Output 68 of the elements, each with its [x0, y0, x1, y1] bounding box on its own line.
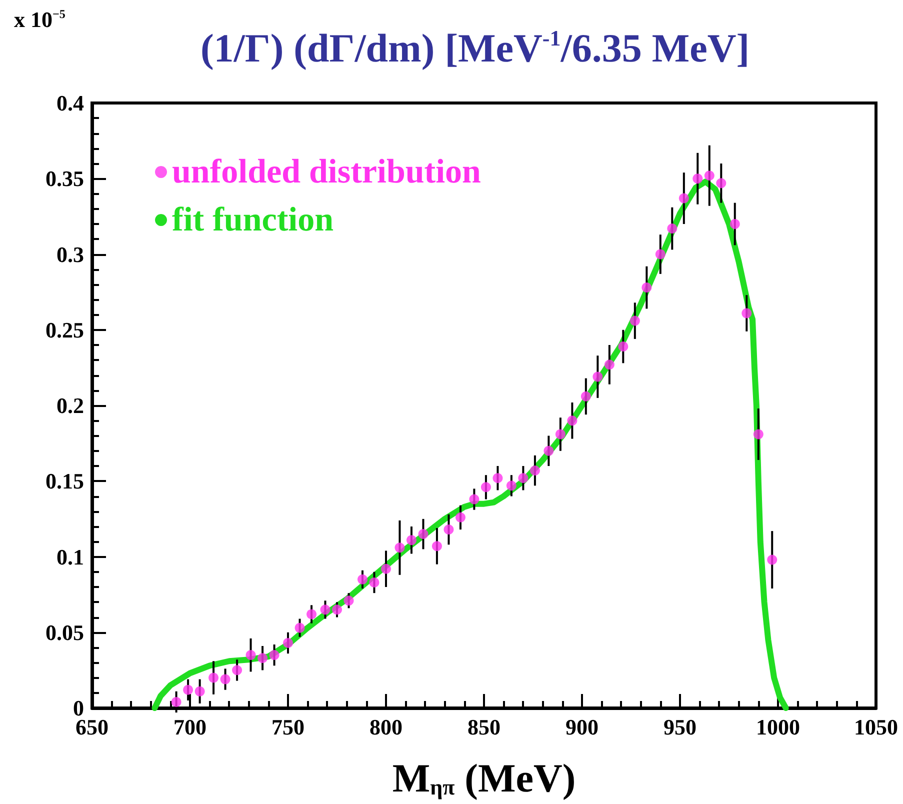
point: [357, 574, 368, 584]
x-tick-label: 700: [174, 714, 206, 740]
point: [246, 650, 256, 660]
y-tick-label: 0.4: [56, 90, 84, 116]
point: [381, 564, 391, 574]
point: [171, 696, 182, 707]
point: [394, 542, 405, 553]
x-tick-label: 800: [370, 714, 402, 740]
legend-label: unfolded distribution: [172, 154, 482, 190]
x-tick-label: 1000: [756, 714, 800, 740]
point: [492, 473, 503, 484]
point: [294, 622, 305, 633]
y-tick-label: 0.25: [46, 317, 84, 342]
point: [604, 360, 614, 370]
point: [455, 512, 466, 522]
point: [567, 416, 578, 426]
point: [518, 473, 528, 484]
x-tick-label: 950: [664, 714, 696, 740]
point: [753, 429, 764, 440]
x-axis-title: Mηπ (MeV): [392, 756, 576, 800]
x-tick-label: 1050: [854, 714, 898, 740]
point: [232, 665, 242, 676]
point: [642, 282, 652, 293]
x-tick-label: 850: [468, 714, 500, 740]
y-tick-label: 0.3: [56, 242, 84, 267]
point: [306, 609, 317, 620]
point: [544, 446, 554, 456]
x-tick-label: 750: [272, 714, 304, 740]
point: [444, 524, 454, 535]
point: [418, 529, 428, 540]
point: [406, 535, 416, 546]
point: [183, 684, 194, 695]
point: [767, 554, 778, 565]
point: [320, 604, 330, 615]
y-tick-label: 0.2: [56, 393, 84, 418]
point: [580, 391, 591, 402]
point: [667, 224, 678, 234]
point: [258, 653, 268, 664]
point: [506, 480, 516, 491]
point: [208, 672, 219, 683]
point: [344, 596, 354, 606]
point: [432, 541, 442, 552]
point: [194, 686, 205, 696]
point: [269, 650, 280, 660]
legend-label: fit function: [172, 202, 334, 238]
point: [618, 342, 628, 352]
point: [742, 308, 752, 318]
y-tick-label: 0.1: [56, 544, 84, 570]
point: [220, 674, 230, 684]
y-tick-label: 0.15: [46, 468, 84, 494]
point: [469, 494, 480, 504]
point: [592, 372, 603, 382]
point: [630, 316, 640, 326]
point: [716, 178, 726, 188]
point: [555, 429, 566, 440]
y-tick-label: 0.05: [46, 620, 84, 645]
point: [332, 604, 342, 615]
x-tick-label: 900: [566, 714, 598, 740]
point: [730, 219, 740, 229]
point: [369, 577, 380, 588]
point: [692, 174, 703, 184]
point: [480, 482, 491, 492]
point: [704, 170, 714, 181]
point: [678, 193, 689, 204]
point: [655, 249, 666, 260]
point: [530, 466, 540, 476]
point: [283, 638, 293, 648]
y-tick-label: 0.35: [46, 166, 84, 192]
